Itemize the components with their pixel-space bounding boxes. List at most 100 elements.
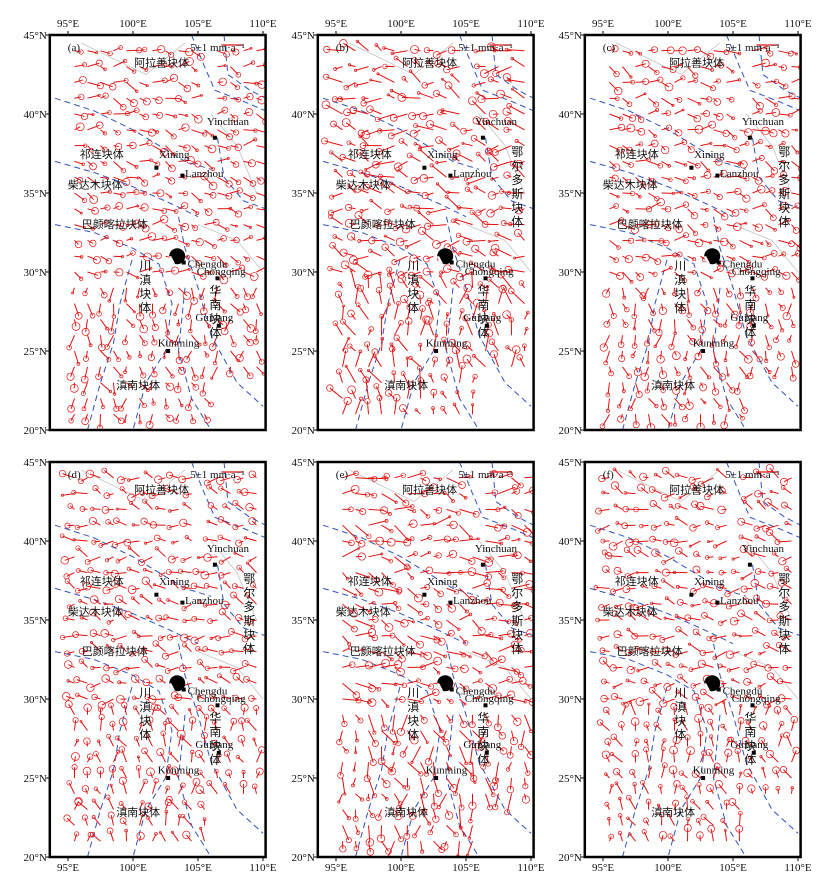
error-ellipse	[142, 403, 147, 408]
vector	[398, 161, 407, 166]
vector	[660, 786, 661, 793]
vector	[112, 724, 113, 731]
vector	[367, 344, 368, 351]
lat-tick-label: 35°N	[558, 615, 581, 627]
vector	[489, 240, 498, 241]
vector	[426, 256, 433, 259]
vector	[675, 784, 677, 794]
map-panel: YinchuanXiningLanzhouChengduChongqingGui…	[291, 457, 545, 874]
vector	[367, 401, 368, 414]
block-label: 祁连块体	[348, 147, 392, 161]
vector	[464, 130, 473, 131]
vector	[388, 841, 395, 857]
vector	[434, 794, 435, 806]
error-ellipse	[707, 785, 714, 792]
lat-tick-label: 35°N	[23, 615, 46, 627]
vector	[101, 82, 113, 86]
city-label: Yinchuan	[207, 543, 250, 555]
vector	[412, 746, 421, 762]
vector	[343, 541, 352, 543]
lat-tick-label: 25°N	[23, 773, 46, 785]
vector	[623, 98, 630, 104]
city-marker	[182, 261, 186, 265]
city-marker	[422, 166, 426, 170]
vector	[607, 804, 610, 809]
vector	[127, 82, 137, 91]
vector	[680, 602, 687, 604]
error-ellipse	[82, 198, 87, 203]
vector	[623, 114, 633, 118]
lat-tick-label: 20°N	[558, 425, 581, 437]
city-marker	[715, 174, 719, 178]
vector	[242, 721, 244, 731]
error-ellipse	[410, 520, 418, 528]
error-ellipse	[474, 186, 477, 189]
vector	[622, 351, 623, 359]
lon-tick-label: 100°E	[387, 862, 415, 874]
error-ellipse	[125, 611, 131, 617]
vector	[617, 571, 622, 573]
vector	[636, 541, 649, 542]
lat-tick-label: 20°N	[291, 852, 314, 864]
vector	[109, 288, 113, 301]
vector	[674, 750, 675, 762]
vector	[751, 789, 752, 794]
lat-tick-label: 45°N	[291, 30, 314, 42]
block-label: 华南块体	[208, 711, 222, 767]
vector	[474, 356, 486, 367]
vector	[145, 659, 153, 667]
vector	[753, 111, 761, 114]
vector	[166, 812, 167, 826]
vector	[710, 722, 713, 731]
vector	[740, 351, 749, 359]
vector	[436, 94, 446, 99]
vector	[492, 342, 499, 351]
vector	[507, 112, 512, 114]
error-ellipse	[135, 90, 138, 93]
lon-tick-label: 105°E	[719, 862, 747, 874]
error-ellipse	[267, 260, 270, 263]
vector	[688, 319, 694, 327]
vector	[192, 67, 196, 71]
vector	[662, 835, 664, 841]
vector	[88, 95, 100, 98]
vector	[653, 539, 662, 541]
block-label: 滇南块体	[116, 378, 160, 392]
vector	[688, 225, 696, 234]
vector	[672, 335, 675, 347]
lon-tick-label: 95°E	[325, 18, 347, 30]
vector	[107, 494, 114, 496]
panel-label: (a)	[68, 42, 81, 54]
vector	[356, 509, 363, 511]
vector	[88, 82, 101, 85]
scale-label: 5±1 mm·a⁻¹	[190, 42, 245, 54]
lat-tick-label: 35°N	[291, 615, 314, 627]
vector	[768, 667, 778, 668]
vector	[638, 667, 649, 670]
block-label: 祁连块体	[348, 574, 392, 588]
vector	[395, 541, 408, 543]
vector	[766, 209, 774, 218]
vector	[419, 93, 434, 98]
vector	[99, 304, 100, 314]
vector	[422, 231, 433, 241]
error-ellipse	[449, 719, 453, 723]
vector	[447, 667, 456, 669]
fault-line	[356, 256, 402, 430]
vector	[649, 193, 657, 199]
vector	[378, 74, 395, 83]
vector	[361, 288, 369, 303]
vector	[667, 524, 675, 526]
error-ellipse	[342, 119, 350, 127]
vector	[427, 50, 434, 51]
error-ellipse	[644, 722, 649, 727]
vector	[447, 715, 451, 721]
map-content	[323, 462, 546, 862]
error-ellipse	[784, 706, 788, 710]
vector	[776, 770, 779, 778]
lat-tick-label: 40°N	[291, 536, 314, 548]
vector	[455, 778, 459, 794]
block-label: 华南块体	[208, 284, 222, 340]
vector	[693, 525, 700, 528]
vector	[724, 702, 727, 714]
